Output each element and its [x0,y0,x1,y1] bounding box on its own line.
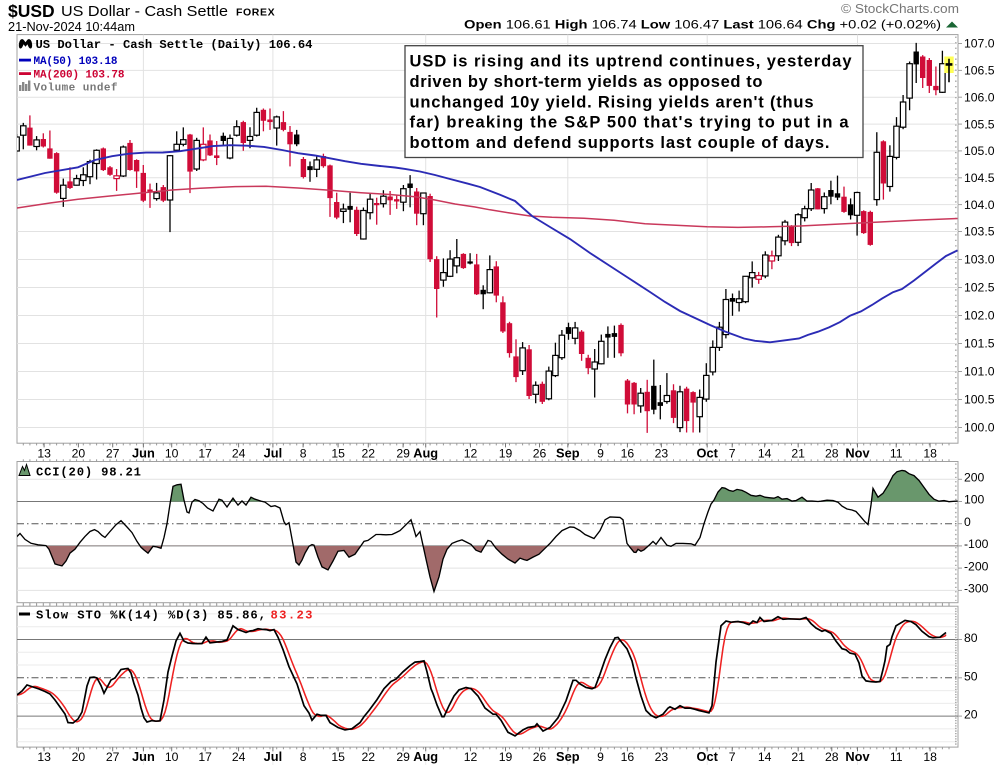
svg-text:104.0: 104.0 [964,198,995,212]
svg-text:11: 11 [890,750,903,764]
svg-text:15: 15 [331,447,345,461]
svg-text:21: 21 [791,750,805,764]
svg-text:9: 9 [597,447,604,461]
svg-text:Jul: Jul [264,446,283,461]
svg-text:23: 23 [655,447,669,461]
svg-text:14: 14 [758,447,772,461]
svg-text:Sep: Sep [556,446,580,461]
svg-text:13: 13 [37,447,51,461]
svg-text:7: 7 [729,447,736,461]
svg-text:12: 12 [464,750,478,764]
svg-text:50: 50 [964,669,978,683]
svg-text:16: 16 [621,750,635,764]
svg-text:0: 0 [964,515,971,529]
svg-text:103.0: 103.0 [964,253,995,267]
svg-text:MA(50) 103.18: MA(50) 103.18 [34,56,118,68]
svg-text:105.5: 105.5 [964,117,995,131]
svg-text:100.0: 100.0 [964,421,995,435]
svg-text:24: 24 [232,750,246,764]
svg-text:104.5: 104.5 [964,171,995,185]
svg-text:13: 13 [37,750,51,764]
svg-text:106.5: 106.5 [964,64,995,78]
svg-text:20: 20 [72,750,86,764]
svg-text:10: 10 [165,750,179,764]
svg-text:26: 26 [533,447,547,461]
svg-text:101.0: 101.0 [964,365,995,379]
svg-text:far) breaking the S&P 500 that: far) breaking the S&P 500 that's trying … [410,114,850,132]
svg-text:22: 22 [362,447,376,461]
svg-text:105.0: 105.0 [964,144,995,158]
svg-text:US Dollar - Cash Settle: US Dollar - Cash Settle [61,3,228,20]
svg-text:8: 8 [300,750,307,764]
svg-text:14: 14 [758,750,772,764]
svg-text:USD is rising and its uptrend: USD is rising and its uptrend continues,… [410,53,853,71]
svg-text:MA(200) 103.78: MA(200) 103.78 [34,70,125,82]
svg-text:19: 19 [499,447,513,461]
svg-text:Jun: Jun [132,749,155,764]
svg-text:24: 24 [232,447,246,461]
svg-text:10: 10 [165,447,179,461]
svg-text:-200: -200 [964,559,989,573]
svg-text:28: 28 [825,750,839,764]
svg-text:21: 21 [791,447,805,461]
svg-text:22: 22 [362,750,376,764]
svg-text:Open 106.61 High 106.74 Low 10: Open 106.61 High 106.74 Low 106.47 Last … [464,18,941,32]
svg-text:80: 80 [964,631,978,645]
svg-text:Aug: Aug [413,446,438,461]
svg-text:27: 27 [106,447,120,461]
svg-text:21-Nov-2024 10:44am: 21-Nov-2024 10:44am [8,19,135,34]
svg-text:Jul: Jul [264,749,283,764]
svg-text:100: 100 [964,493,985,507]
svg-text:Volume undef: Volume undef [34,83,118,95]
svg-text:9: 9 [597,750,604,764]
svg-text:Oct: Oct [697,749,719,764]
svg-text:18: 18 [923,447,937,461]
svg-text:28: 28 [825,447,839,461]
svg-text:106.0: 106.0 [964,90,995,104]
svg-text:Slow STO %K(14) %D(3) 85.86,: Slow STO %K(14) %D(3) 85.86, [36,609,266,623]
svg-text:17: 17 [198,447,212,461]
svg-text:23: 23 [655,750,669,764]
svg-text:101.5: 101.5 [964,337,995,351]
svg-text:17: 17 [198,750,212,764]
svg-text:102.5: 102.5 [964,281,995,295]
svg-text:FOREX: FOREX [236,7,275,19]
svg-text:83.23: 83.23 [271,609,313,623]
svg-text:Jun: Jun [132,446,155,461]
svg-text:7: 7 [729,750,736,764]
svg-text:29: 29 [396,447,410,461]
svg-text:11: 11 [890,447,903,461]
svg-text:102.0: 102.0 [964,309,995,323]
svg-text:$USD: $USD [8,1,55,21]
svg-text:Oct: Oct [697,446,719,461]
svg-text:unchanged 10y yield. Rising yi: unchanged 10y yield. Rising yields aren'… [410,93,814,111]
svg-text:15: 15 [331,750,345,764]
svg-text:bottom and defend supports las: bottom and defend supports last couple o… [410,134,830,152]
svg-text:18: 18 [923,750,937,764]
svg-text:29: 29 [396,750,410,764]
svg-text:Aug: Aug [413,749,438,764]
svg-text:8: 8 [300,447,307,461]
svg-text:26: 26 [533,750,547,764]
svg-text:Sep: Sep [556,749,580,764]
svg-text:100.5: 100.5 [964,393,995,407]
svg-text:US Dollar - Cash Settle (Daily: US Dollar - Cash Settle (Daily) 106.64 [36,38,313,52]
svg-text:103.5: 103.5 [964,225,995,239]
svg-text:200: 200 [964,471,985,485]
svg-text:107.0: 107.0 [964,37,995,51]
svg-text:-100: -100 [964,537,989,551]
svg-text:20: 20 [72,447,86,461]
svg-text:16: 16 [621,447,635,461]
svg-text:20: 20 [964,708,978,722]
svg-text:-300: -300 [964,582,989,596]
svg-text:12: 12 [464,447,478,461]
svg-text:© StockCharts.com: © StockCharts.com [841,2,959,16]
svg-text:CCI(20) 98.21: CCI(20) 98.21 [36,466,141,480]
svg-text:Nov: Nov [845,446,870,461]
svg-text:driven by short-term yields as: driven by short-term yields as opposed t… [410,73,763,91]
svg-text:27: 27 [106,750,120,764]
svg-text:19: 19 [499,750,513,764]
svg-text:Nov: Nov [845,749,870,764]
